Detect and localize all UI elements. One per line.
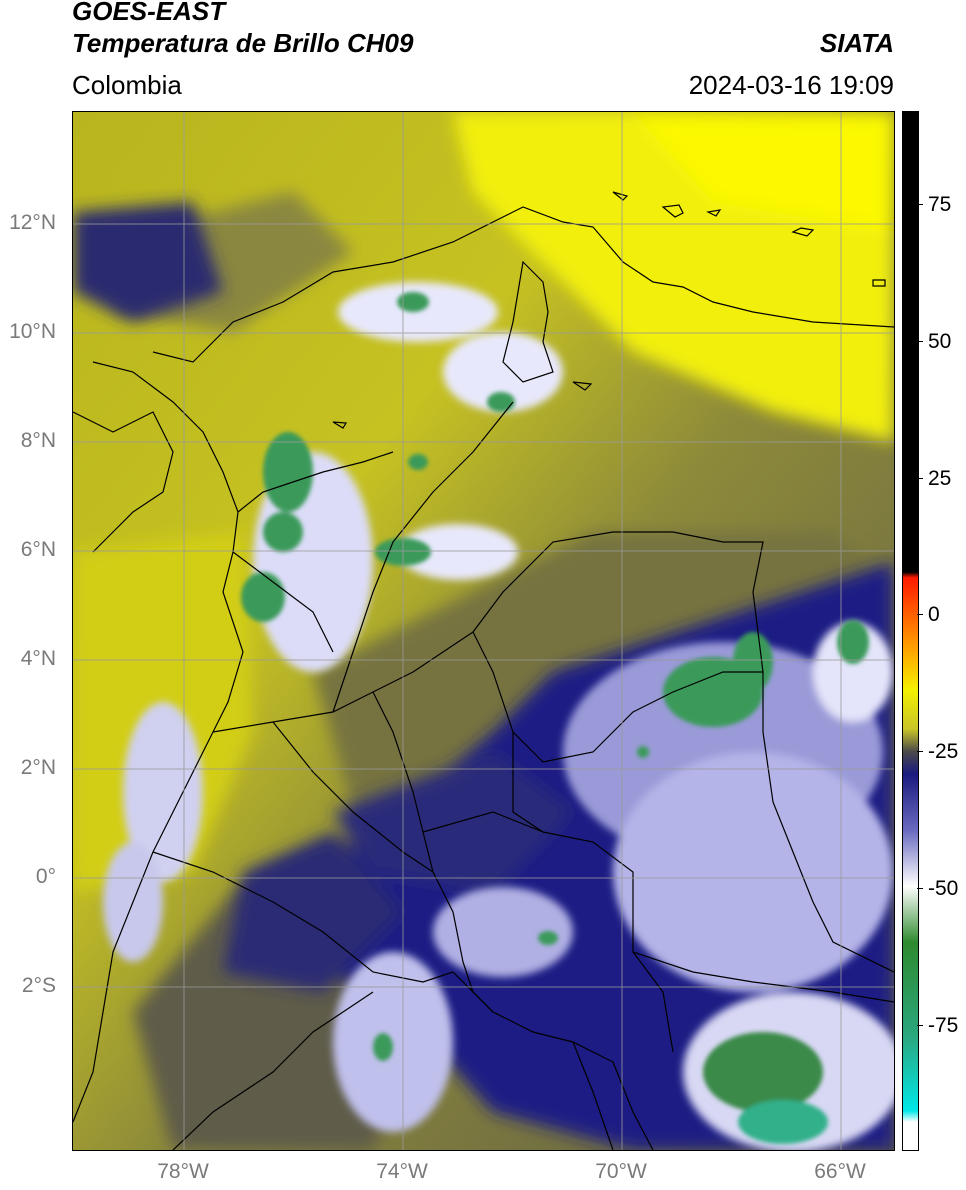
colorbar-tick: [917, 341, 923, 342]
lat-tick-label: 0°: [35, 865, 56, 888]
title-block: GOES-EAST Temperatura de Brillo CH09 Col…: [72, 0, 894, 110]
caribbean-warm-region: [73, 112, 894, 892]
lat-tick-label: 12°N: [9, 211, 56, 234]
timestamp-label: 2024-03-16 19:09: [688, 70, 894, 100]
lat-tick-label: 10°N: [9, 320, 56, 343]
colorbar-tick-label: 25: [928, 467, 952, 490]
satellite-map: [72, 111, 895, 1151]
colorbar: [902, 111, 919, 1151]
lat-tick-label: 8°N: [20, 429, 56, 452]
satellite-title: GOES-EAST: [72, 0, 226, 26]
islands: [332, 191, 886, 429]
lon-tick-label: 78°W: [157, 1160, 209, 1183]
lon-tick-label: 70°W: [595, 1160, 647, 1183]
colorbar-tick: [917, 1025, 923, 1026]
colorbar-tick-label: 75: [928, 193, 952, 216]
colorbar-tick-label: 50: [928, 330, 952, 353]
colorbar-tick-label: -75: [928, 1014, 959, 1037]
lon-tick-label: 74°W: [376, 1160, 428, 1183]
lat-tick-label: 4°N: [20, 647, 56, 670]
colorbar-tick: [917, 614, 923, 615]
region-label: Colombia: [72, 70, 182, 100]
very-cold-cloud-tops: [241, 292, 869, 1144]
colorbar-tick-label: -25: [928, 740, 959, 763]
map-canvas: [73, 112, 894, 1150]
colorbar-tick: [917, 478, 923, 479]
lon-tick-label: 66°W: [814, 1160, 866, 1183]
organization-label: SIATA: [819, 28, 894, 58]
colorbar-tick-label: -50: [928, 877, 959, 900]
colorbar-tick: [917, 888, 923, 889]
product-title: Temperatura de Brillo CH09: [72, 28, 414, 58]
lat-tick-label: 2°S: [21, 974, 56, 997]
political-boundaries: [73, 206, 894, 1150]
lat-tick-label: 2°N: [20, 756, 56, 779]
lat-tick-label: 6°N: [20, 538, 56, 561]
colorbar-tick: [917, 751, 923, 752]
colorbar-tick-label: 0: [928, 603, 940, 626]
graticule: [73, 112, 894, 1150]
colorbar-tick: [917, 204, 923, 205]
